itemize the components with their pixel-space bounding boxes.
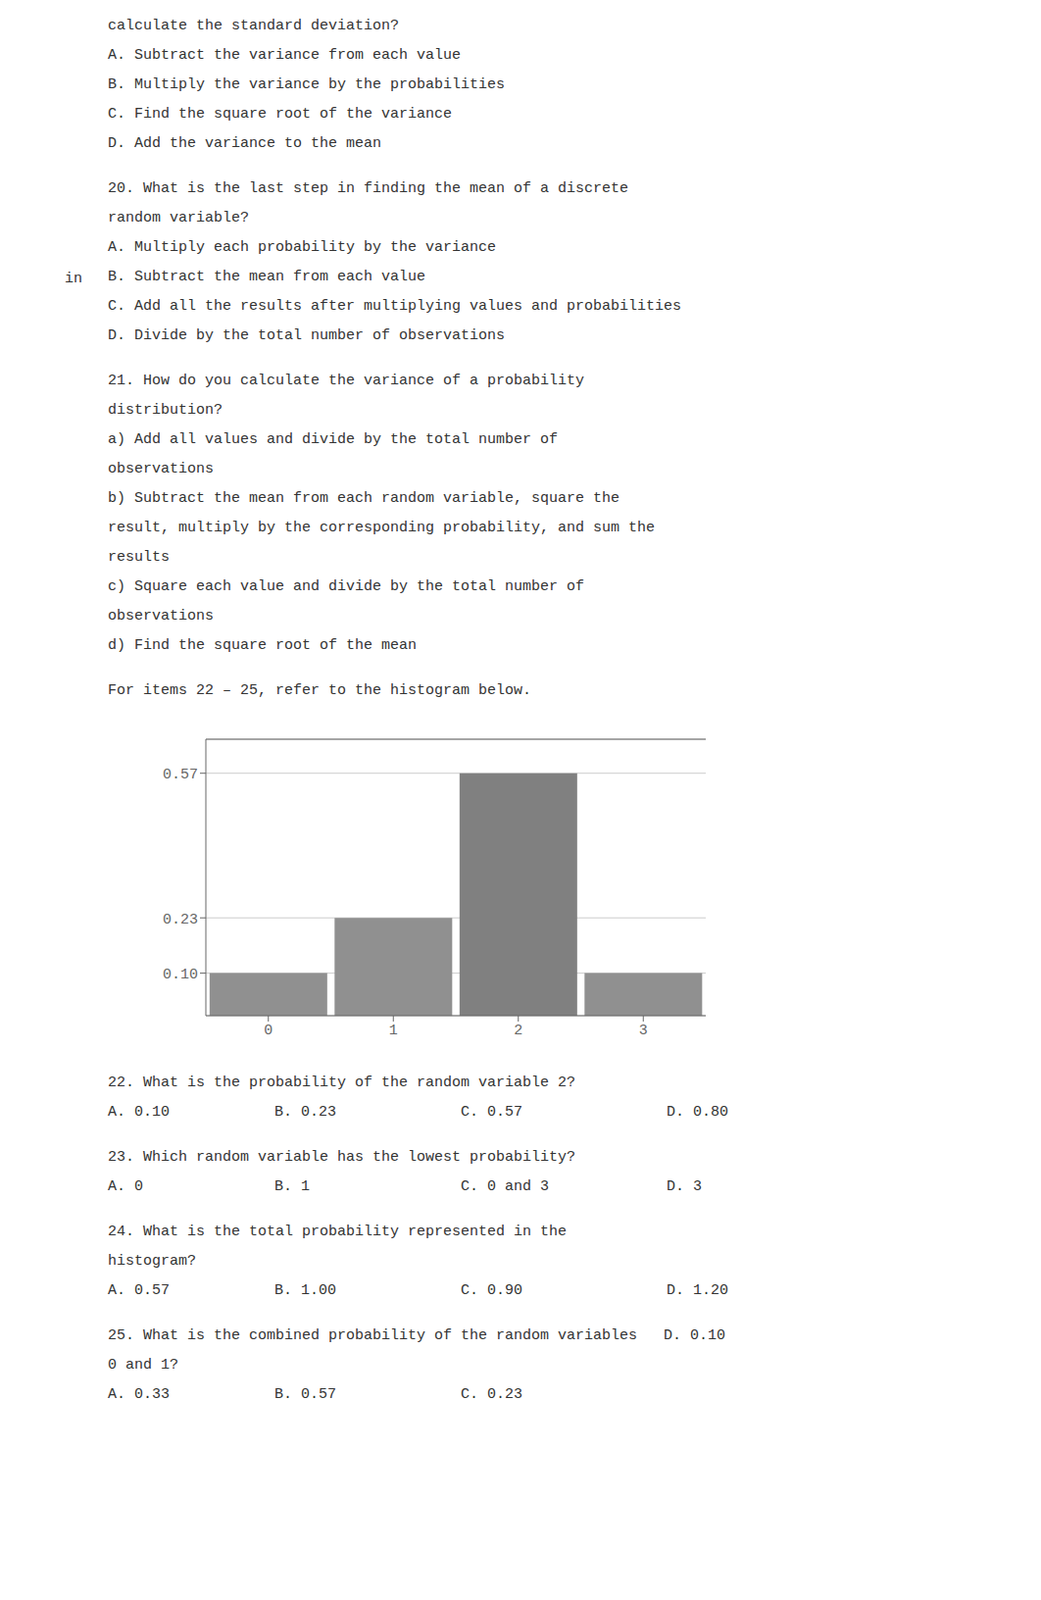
html-text:C. 0.23: C. 0.23: [460, 1386, 523, 1403]
html-text:c) Square each value and divid: c) Square each value and divide by the t…: [107, 578, 585, 595]
html-text:C. 0.57: C. 0.57: [460, 1103, 523, 1121]
svg-text:0: 0: [263, 1022, 273, 1040]
html-text:A. 0.57: A. 0.57: [107, 1282, 170, 1299]
html-text:23. Which random variable has: 23. Which random variable has the lowest…: [107, 1148, 576, 1166]
html-text:result, multiply by the corres: result, multiply by the corresponding pr…: [107, 519, 655, 537]
html-text:21. How do you calculate the v: 21. How do you calculate the variance of…: [107, 372, 585, 390]
html-text:B. 0.23: B. 0.23: [274, 1103, 337, 1121]
html-text:C. Find the square root of the: C. Find the square root of the variance: [107, 105, 452, 123]
html-text:D. 3: D. 3: [666, 1178, 702, 1195]
html-text:A. Subtract the variance from: A. Subtract the variance from each value: [107, 47, 461, 64]
svg-text:3: 3: [639, 1022, 648, 1040]
html-text:histogram?: histogram?: [107, 1252, 197, 1270]
html-text:C. 0 and 3: C. 0 and 3: [460, 1178, 549, 1195]
html-text:D. 0.10: D. 0.10: [663, 1327, 726, 1344]
html-text:observations: observations: [107, 607, 214, 625]
html-text:20. What is the last step in f: 20. What is the last step in finding the…: [107, 180, 629, 198]
html-text:A. 0.10: A. 0.10: [107, 1103, 170, 1121]
html-text:C. 0.90: C. 0.90: [460, 1282, 523, 1299]
html-text:0 and 1?: 0 and 1?: [107, 1356, 179, 1374]
html-text:24. What is the total probabil: 24. What is the total probability repres…: [107, 1223, 567, 1240]
html-text:calculate the standard deviati: calculate the standard deviation?: [107, 17, 400, 35]
html-text:results: results: [107, 548, 170, 566]
svg-text:0.23: 0.23: [162, 911, 199, 929]
html-text:observations: observations: [107, 460, 214, 478]
svg-text:2: 2: [513, 1022, 523, 1040]
html-text:B. Subtract the mean from each: B. Subtract the mean from each value: [107, 268, 426, 286]
html-text:in: in: [64, 270, 83, 288]
html-text:d) Find the square root of the: d) Find the square root of the mean: [107, 637, 417, 654]
html-text:22. What is the probability of: 22. What is the probability of the rando…: [107, 1074, 576, 1091]
html-text:a) Add all values and divide b: a) Add all values and divide by the tota…: [107, 431, 558, 448]
html-text:D. 0.80: D. 0.80: [666, 1103, 729, 1121]
html-text:B. 1.00: B. 1.00: [274, 1282, 337, 1299]
html-text:D. 1.20: D. 1.20: [666, 1282, 729, 1299]
html-text:b) Subtract the mean from each: b) Subtract the mean from each random va…: [107, 490, 620, 507]
html-text:25. What is the combined proba: 25. What is the combined probability of …: [107, 1327, 638, 1344]
svg-text:0.10: 0.10: [162, 966, 199, 984]
html-text:B. Multiply the variance by th: B. Multiply the variance by the probabil…: [107, 76, 505, 94]
html-text:For items 22 – 25, refer to th: For items 22 – 25, refer to the histogra…: [107, 682, 532, 699]
html-text:distribution?: distribution?: [107, 401, 223, 419]
html-text:D. Add the variance to the mea: D. Add the variance to the mean: [107, 135, 382, 152]
html-text:B. 0.57: B. 0.57: [274, 1386, 337, 1403]
html-text:A. 0: A. 0: [107, 1178, 144, 1195]
html-text:D. Divide by the total number: D. Divide by the total number of observa…: [107, 327, 505, 345]
html-text:B. 1: B. 1: [274, 1178, 310, 1195]
html-text:C. Add all the results after m: C. Add all the results after multiplying…: [107, 297, 682, 315]
html-text:A. 0.33: A. 0.33: [107, 1386, 170, 1403]
svg-text:0.57: 0.57: [162, 766, 199, 784]
svg-text:1: 1: [389, 1022, 398, 1040]
html-text:A. Multiply each probability b: A. Multiply each probability by the vari…: [107, 239, 497, 256]
html-text:random variable?: random variable?: [107, 209, 249, 227]
